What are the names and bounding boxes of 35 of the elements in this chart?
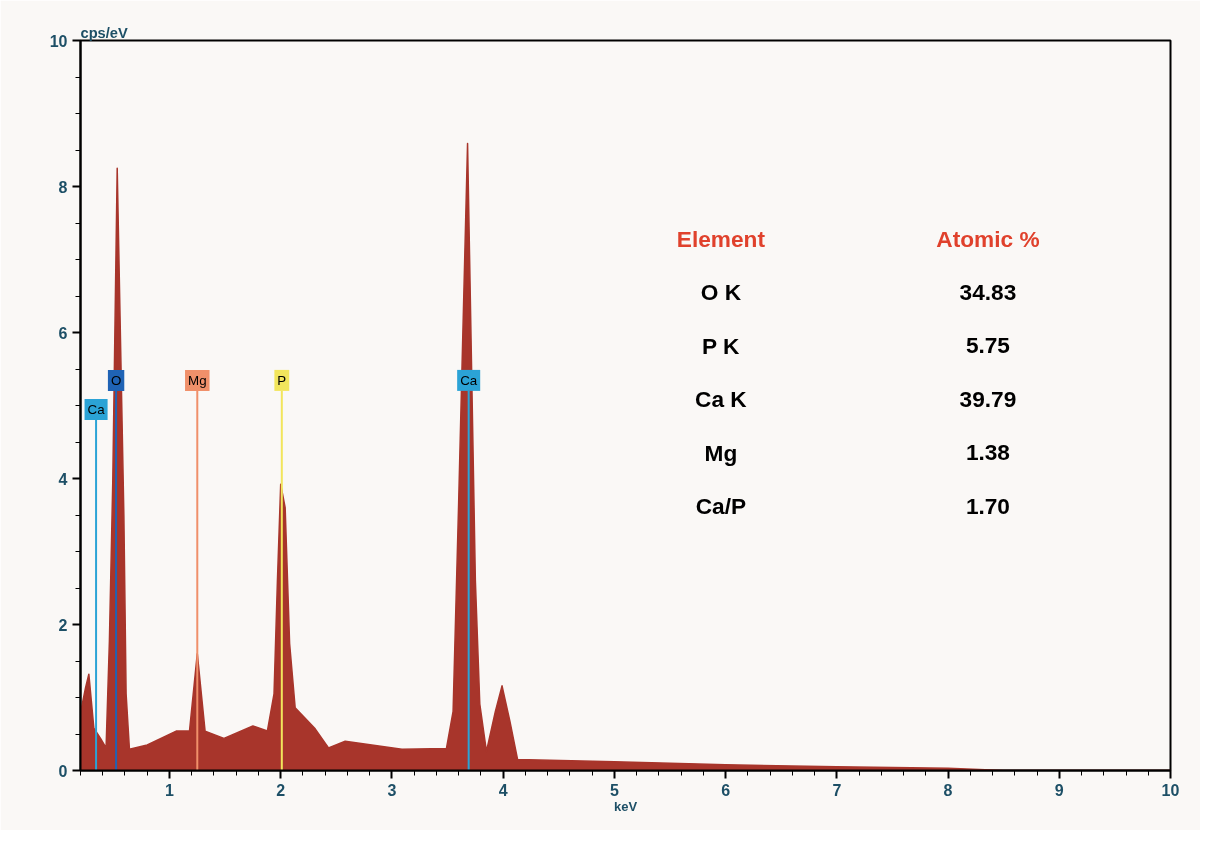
annotation: Element [676, 225, 766, 252]
annotation: Ca/P [695, 493, 747, 520]
ref-line-label: P [277, 372, 287, 388]
y-axis-title: cps/eV [80, 24, 128, 41]
y-tick-label: 4 [58, 470, 68, 488]
annotation: Atomic % [936, 225, 1040, 252]
y-tick-label: 2 [58, 616, 68, 634]
annotation: Mg [704, 439, 738, 466]
annotation: 34.83 [959, 278, 1017, 305]
annotation: 5.75 [965, 332, 1010, 359]
x-tick-label: 4 [498, 781, 508, 799]
ref-line-label: Ca [87, 402, 106, 418]
y-tick-label: 6 [58, 324, 68, 342]
x-tick-label: 7 [832, 781, 842, 799]
ref-line-label: O [110, 372, 122, 388]
y-tick-label: 0 [58, 762, 68, 780]
x-axis-title: keV [613, 798, 638, 814]
annotation: 1.70 [965, 492, 1010, 519]
x-tick-label: 10 [1161, 781, 1180, 799]
annotation: Ca K [695, 386, 748, 413]
x-tick-label: 5 [609, 781, 619, 799]
x-tick-label: 6 [721, 781, 731, 799]
annotation: 1.38 [965, 439, 1010, 466]
annotation: 39.79 [959, 385, 1017, 412]
y-tick-label: 8 [58, 178, 68, 196]
x-tick-label: 8 [943, 781, 953, 799]
x-tick-label: 3 [387, 781, 397, 799]
y-tick-label: 10 [49, 32, 68, 50]
ref-line-label: Mg [188, 372, 207, 388]
annotation: O K [700, 279, 742, 306]
x-tick-label: 2 [276, 781, 286, 799]
x-tick-label: 9 [1054, 781, 1064, 799]
ref-line-label: Ca [460, 372, 478, 388]
x-tick-label: 1 [165, 781, 175, 799]
annotation: P K [701, 332, 740, 359]
